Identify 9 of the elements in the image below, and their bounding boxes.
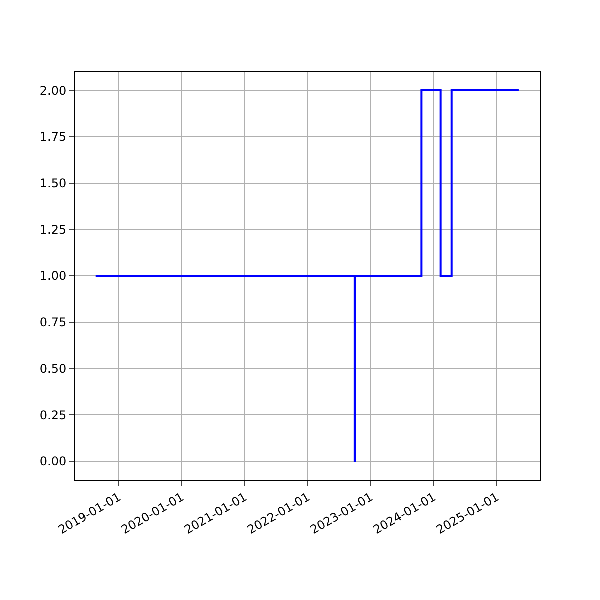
- y-tick-label: 2.00: [40, 84, 67, 98]
- y-tick-label: 0.25: [40, 408, 67, 422]
- y-tick-label: 1.00: [40, 269, 67, 284]
- y-tick-label: 1.25: [40, 222, 67, 237]
- y-tick-label: 1.50: [40, 176, 67, 190]
- y-tick-label: 0.50: [40, 362, 67, 376]
- y-tick-label: 1.75: [40, 130, 67, 144]
- y-tick-label: 0.75: [40, 316, 67, 330]
- y-tick-label: 0.00: [40, 454, 67, 469]
